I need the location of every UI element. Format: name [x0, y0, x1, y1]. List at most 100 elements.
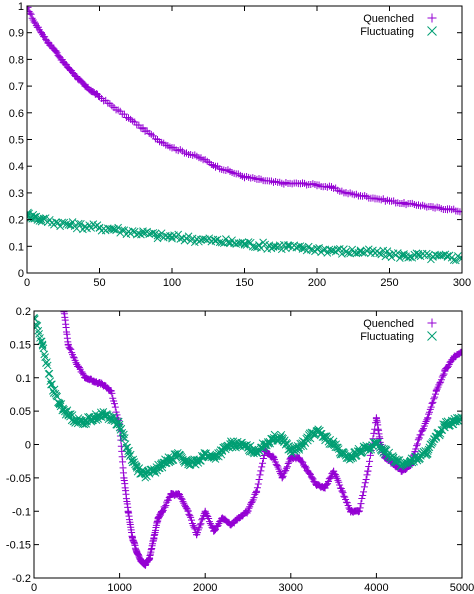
data-point [153, 231, 162, 240]
data-point [183, 149, 190, 157]
data-point [74, 74, 82, 82]
data-point [398, 467, 406, 475]
plot-area [27, 6, 462, 265]
x-tick-label: 5000 [450, 582, 474, 594]
data-point [441, 420, 449, 429]
data-point [175, 450, 184, 459]
data-point [440, 370, 448, 378]
data-point [429, 253, 437, 261]
data-point [253, 487, 261, 495]
x-tick-label: 4000 [364, 582, 388, 594]
data-point [95, 223, 104, 232]
data-point [313, 181, 321, 189]
data-point [412, 445, 420, 453]
bottom-panel: 0 1000 2000 3000 4000 5000 -0.2 -0.15 -0.1 -0.05 0… [6, 306, 474, 594]
data-point [306, 434, 315, 443]
data-point [278, 474, 286, 482]
data-point [240, 239, 249, 248]
data-point [66, 221, 75, 229]
data-point [432, 433, 441, 442]
data-point [120, 474, 128, 482]
data-point [74, 219, 83, 228]
data-point [449, 417, 458, 425]
y-tick-label: -0.2 [12, 573, 31, 585]
data-point [72, 417, 81, 425]
data-point [422, 417, 430, 425]
data-point [176, 235, 185, 243]
data-point [154, 136, 161, 143]
data-point [425, 251, 433, 259]
data-point [336, 481, 344, 489]
data-point [417, 431, 425, 439]
data-point [139, 229, 147, 237]
data-point [340, 492, 348, 500]
data-point [364, 467, 372, 475]
data-point [284, 180, 292, 188]
y-tick-label: 0 [18, 268, 24, 280]
data-point [167, 491, 175, 499]
legend-marker [427, 331, 437, 341]
data-point [284, 242, 292, 251]
data-point [429, 204, 437, 212]
y-tick-label: 0.5 [9, 135, 24, 147]
data-point [362, 476, 370, 484]
data-point [227, 521, 235, 529]
data-point [124, 507, 132, 515]
data-point [254, 480, 262, 488]
data-point [244, 507, 252, 515]
data-point [323, 480, 331, 488]
data-point [197, 154, 205, 162]
data-point [198, 516, 206, 524]
data-point [38, 341, 47, 350]
data-point [292, 243, 301, 252]
data-point [181, 501, 189, 509]
data-point [400, 200, 408, 208]
data-point [419, 426, 427, 434]
data-point [241, 173, 248, 181]
data-point [359, 491, 367, 499]
data-point [161, 503, 169, 511]
data-point [40, 350, 49, 359]
data-point [371, 194, 379, 202]
data-point [327, 246, 336, 255]
data-point [224, 238, 232, 247]
data-point [371, 249, 379, 257]
data-point [357, 500, 365, 508]
data-point [414, 251, 423, 260]
data-point [162, 501, 170, 509]
data-point [226, 168, 234, 176]
data-point [149, 467, 158, 476]
series-fluctuating [34, 313, 462, 482]
data-point [235, 514, 243, 522]
data-point [395, 456, 404, 464]
data-point [284, 460, 292, 468]
y-tick-label: 0.6 [9, 108, 24, 120]
data-point [120, 226, 129, 235]
y-tick-label: 0.1 [9, 241, 24, 253]
data-point [119, 433, 127, 442]
data-point [312, 481, 320, 489]
data-point [315, 244, 323, 252]
data-point [329, 440, 338, 449]
data-point [125, 114, 132, 122]
data-point [67, 345, 75, 353]
data-point [88, 87, 96, 95]
data-point [206, 520, 214, 528]
data-point [38, 29, 45, 37]
data-point [77, 219, 85, 228]
data-point [458, 254, 462, 263]
data-point [197, 520, 205, 528]
data-point [184, 507, 192, 515]
data-point [197, 235, 205, 244]
data-point [213, 522, 221, 530]
data-point [443, 252, 452, 260]
data-point [278, 433, 287, 442]
y-tick-label: 0.3 [9, 188, 24, 200]
data-point [158, 507, 166, 515]
data-point [78, 368, 86, 376]
data-point [269, 242, 278, 251]
data-point [81, 374, 89, 382]
data-point [60, 311, 68, 315]
